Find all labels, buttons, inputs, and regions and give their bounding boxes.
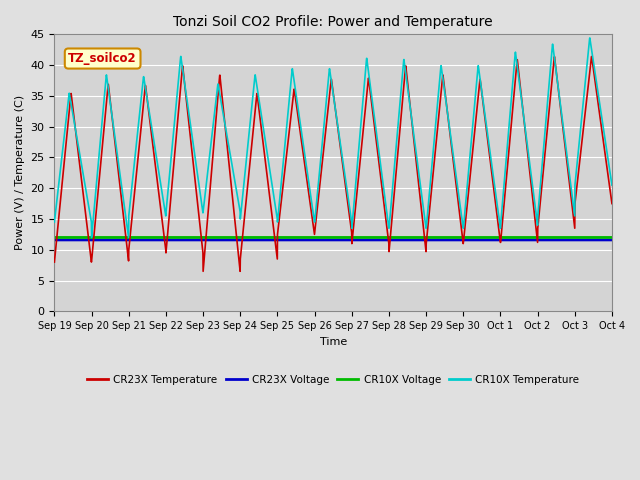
Title: Tonzi Soil CO2 Profile: Power and Temperature: Tonzi Soil CO2 Profile: Power and Temper… [173,15,493,29]
Y-axis label: Power (V) / Temperature (C): Power (V) / Temperature (C) [15,95,25,251]
Legend: CR23X Temperature, CR23X Voltage, CR10X Voltage, CR10X Temperature: CR23X Temperature, CR23X Voltage, CR10X … [83,371,583,389]
X-axis label: Time: Time [319,336,347,347]
Text: TZ_soilco2: TZ_soilco2 [68,52,137,65]
